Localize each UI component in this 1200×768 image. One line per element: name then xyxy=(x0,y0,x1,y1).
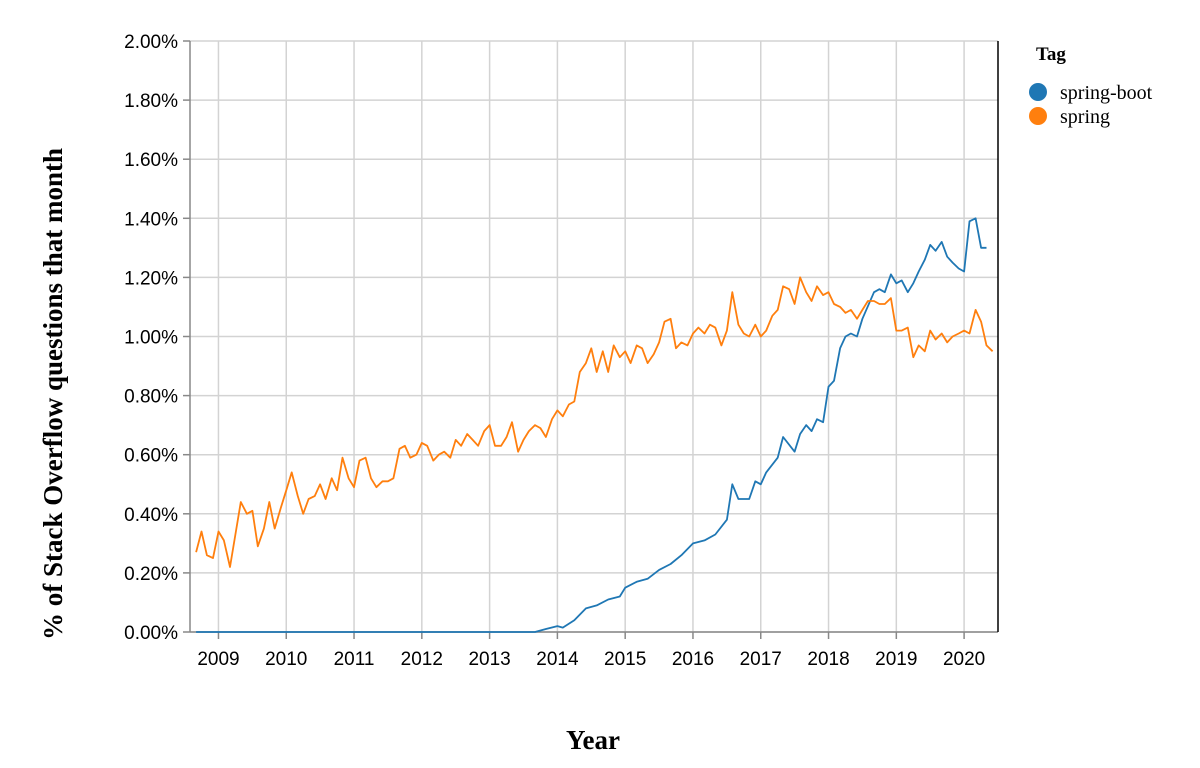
x-tick-label: 2015 xyxy=(604,649,646,670)
y-axis-title: % of Stack Overflow questions that month xyxy=(38,148,68,640)
legend-swatch-spring-boot xyxy=(1029,83,1047,101)
y-tick-label: 0.20% xyxy=(124,564,178,585)
legend: Tag spring-boot spring xyxy=(1029,44,1153,128)
x-tick-label: 2018 xyxy=(807,649,849,670)
x-tick-label: 2017 xyxy=(740,649,782,670)
grid xyxy=(190,40,998,633)
x-tick-label: 2013 xyxy=(468,649,510,670)
x-tick-label: 2010 xyxy=(265,649,307,670)
series-line-spring-boot xyxy=(196,217,987,633)
x-tick-label: 2014 xyxy=(536,649,579,670)
axes: 0.00% 0.20% 0.40% 0.60% 0.80% 1.00% 1.20% 1.40%… xyxy=(124,32,999,670)
y-tick-label: 0.60% xyxy=(124,446,178,467)
y-tick-label: 0.40% xyxy=(124,505,178,526)
legend-swatch-spring xyxy=(1029,107,1047,125)
y-tick-label: 1.20% xyxy=(124,268,178,289)
x-tick-label: 2009 xyxy=(197,649,239,670)
x-tick-label: 2020 xyxy=(943,649,985,670)
y-tick-label: 1.00% xyxy=(124,328,178,349)
legend-label-spring: spring xyxy=(1060,106,1110,128)
y-tick-label: 0.00% xyxy=(124,623,178,644)
y-tick-label: 1.60% xyxy=(124,150,178,171)
y-tick-label: 1.80% xyxy=(124,91,178,112)
legend-label-spring-boot: spring-boot xyxy=(1060,82,1153,104)
x-tick-label: 2012 xyxy=(401,649,443,670)
y-tick-label: 2.00% xyxy=(124,32,178,53)
x-axis-title: Year xyxy=(566,725,620,755)
y-tick-label: 1.40% xyxy=(124,209,178,230)
x-tick-label: 2016 xyxy=(672,649,714,670)
x-tick-label: 2019 xyxy=(875,649,917,670)
x-tick-label: 2011 xyxy=(334,649,375,670)
legend-title: Tag xyxy=(1036,44,1066,65)
y-tick-label: 0.80% xyxy=(124,387,178,408)
series-line-spring xyxy=(195,276,994,568)
series xyxy=(195,217,994,633)
